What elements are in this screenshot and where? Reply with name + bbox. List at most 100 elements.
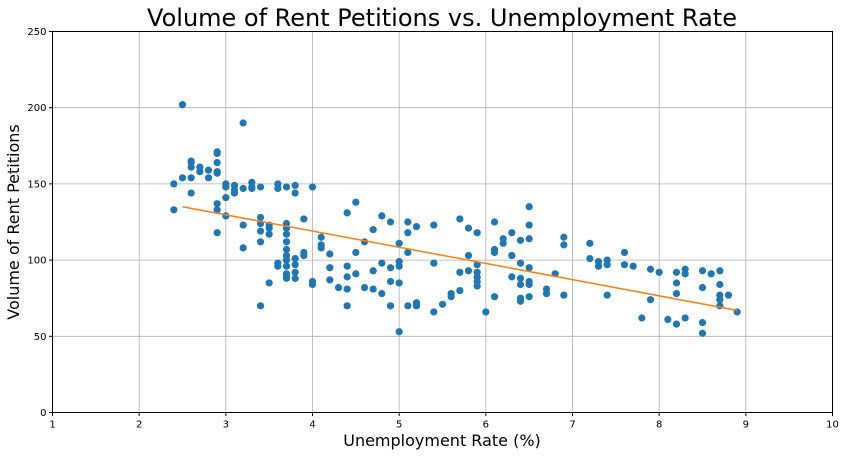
data-point: [516, 274, 525, 282]
data-point: [204, 174, 213, 182]
data-point: [490, 293, 499, 301]
data-point: [490, 218, 499, 226]
x-tick-label: 10: [826, 420, 839, 431]
data-point: [213, 169, 221, 177]
data-point: [256, 213, 265, 222]
data-point: [369, 285, 377, 293]
data-point: [525, 203, 533, 211]
data-point: [412, 302, 421, 310]
data-point: [196, 168, 204, 176]
x-axis-label: Unemployment Rate (%): [343, 431, 541, 450]
data-point: [369, 226, 377, 234]
data-point: [395, 262, 403, 270]
x-tick-label: 5: [396, 420, 402, 431]
x-tick-label: 7: [569, 420, 575, 431]
data-point: [256, 183, 265, 191]
data-point: [508, 251, 516, 260]
data-point: [204, 166, 213, 174]
data-point: [646, 296, 655, 304]
data-point: [560, 241, 568, 249]
data-point: [586, 239, 594, 247]
data-point: [698, 318, 707, 327]
data-point: [516, 297, 525, 305]
x-tick-label: 4: [309, 420, 315, 431]
data-point: [326, 250, 334, 258]
data-point: [395, 328, 403, 336]
y-tick-label: 0: [40, 408, 46, 419]
y-axis-label: Volume of Rent Petitions: [4, 124, 23, 319]
data-point: [170, 180, 178, 188]
data-point: [603, 261, 611, 269]
data-point: [404, 218, 412, 226]
data-point: [291, 254, 299, 263]
data-point: [213, 206, 221, 214]
data-point: [646, 265, 655, 273]
data-point: [291, 261, 299, 269]
data-point: [187, 189, 195, 197]
data-point: [638, 314, 646, 322]
data-point: [317, 233, 325, 241]
data-point: [525, 235, 533, 243]
data-point: [282, 245, 291, 254]
data-point: [672, 290, 681, 298]
y-tick-label: 200: [27, 103, 46, 114]
data-point: [672, 320, 681, 328]
data-point: [508, 229, 516, 237]
data-point: [464, 251, 473, 260]
x-tick-label: 8: [656, 420, 662, 431]
data-point: [620, 248, 629, 257]
plot-frame: [52, 31, 833, 413]
data-point: [282, 238, 291, 246]
data-point: [213, 158, 221, 167]
y-tick-label: 50: [34, 332, 47, 343]
data-point: [239, 221, 247, 229]
data-point: [187, 174, 195, 182]
data-point: [326, 264, 334, 272]
data-point: [542, 290, 551, 298]
data-point: [282, 274, 291, 282]
data-point: [256, 302, 265, 310]
data-point: [438, 300, 447, 308]
trendline: [182, 206, 738, 312]
x-tick-label: 2: [136, 420, 142, 431]
data-point: [672, 268, 681, 276]
data-point: [395, 279, 403, 287]
data-point: [282, 256, 291, 264]
data-point: [291, 268, 299, 276]
data-point: [456, 215, 464, 223]
data-point: [308, 183, 317, 191]
data-point: [291, 274, 299, 282]
data-point: [516, 259, 525, 267]
x-tick-label: 6: [483, 420, 489, 431]
data-point: [282, 262, 291, 270]
data-point: [560, 291, 568, 299]
data-point: [222, 194, 230, 202]
data-point: [655, 268, 663, 276]
data-point: [343, 262, 351, 270]
data-point: [456, 268, 464, 276]
data-point: [508, 273, 516, 281]
data-point: [282, 183, 291, 191]
data-point: [360, 283, 369, 292]
data-point: [525, 280, 533, 289]
data-point: [291, 181, 299, 190]
data-point: [170, 206, 178, 214]
data-point: [378, 212, 386, 220]
y-tick-label: 250: [27, 27, 46, 38]
data-point: [698, 283, 707, 292]
data-point: [681, 270, 689, 278]
data-point: [274, 262, 282, 270]
data-point: [404, 248, 412, 257]
data-point: [343, 273, 351, 281]
data-point: [256, 238, 265, 246]
data-point: [456, 286, 464, 295]
data-point: [265, 224, 273, 232]
data-point: [386, 218, 395, 226]
data-point: [724, 291, 733, 299]
chart-title: Volume of Rent Petitions vs. Unemploymen…: [147, 4, 737, 32]
data-point: [681, 314, 689, 322]
